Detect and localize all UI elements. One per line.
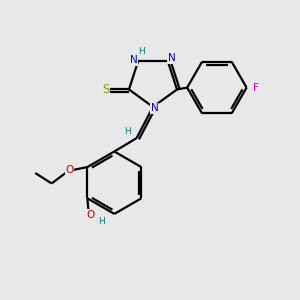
Text: N: N [130,55,137,65]
Text: S: S [102,83,110,96]
Text: O: O [65,165,74,175]
Text: H: H [98,217,105,226]
Text: O: O [87,210,95,220]
Text: N: N [151,103,158,113]
Text: H: H [124,127,131,136]
Text: F: F [253,82,259,93]
Text: H: H [138,47,145,56]
Text: N: N [167,53,175,63]
